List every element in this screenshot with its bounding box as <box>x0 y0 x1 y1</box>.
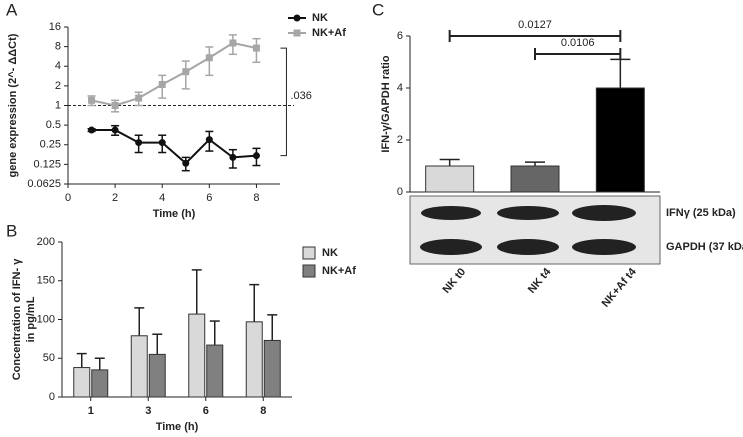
bar <box>595 87 645 193</box>
y-tick-label: 0.5 <box>46 119 61 131</box>
y-tick-label: 200 <box>37 236 55 248</box>
marker <box>158 139 166 147</box>
x-tick-label: NK t4 <box>526 265 554 295</box>
band <box>497 239 559 255</box>
x-tick-label: 3 <box>145 405 151 417</box>
legend-swatch <box>302 246 316 260</box>
band <box>420 239 482 255</box>
y-tick-label: 0.0625 <box>27 178 61 190</box>
legend-marker <box>293 29 301 37</box>
marker <box>158 80 166 88</box>
x-tick-label: 8 <box>253 192 259 204</box>
marker <box>182 68 190 76</box>
series-line <box>91 41 257 107</box>
marker <box>88 126 96 134</box>
legend-label: NK <box>322 247 338 259</box>
y-tick-label: 150 <box>37 275 55 287</box>
panel-label: B <box>6 221 17 240</box>
bar <box>510 165 560 193</box>
bar <box>91 369 109 398</box>
marker <box>252 152 260 160</box>
y-tick-label: 0.125 <box>33 158 61 170</box>
bar <box>206 344 224 398</box>
y-axis-title: in pg/mL <box>25 296 37 342</box>
bar <box>263 339 281 398</box>
marker <box>135 94 143 102</box>
x-tick-label: 6 <box>206 192 212 204</box>
marker <box>205 136 213 144</box>
x-axis-title: Time (h) <box>156 421 199 433</box>
x-tick-label: 6 <box>203 405 209 417</box>
marker <box>205 54 213 62</box>
y-tick-label: 0 <box>397 186 403 198</box>
annotation: .036 <box>290 90 311 102</box>
significance-bracket <box>448 30 622 42</box>
y-tick-label: 1 <box>55 99 61 111</box>
legend-label: NK+Af <box>322 265 356 277</box>
legend-label: NK <box>312 12 328 24</box>
x-tick-label: 4 <box>159 192 165 204</box>
band <box>421 206 481 220</box>
panel-label: C <box>372 0 384 19</box>
bar <box>425 165 475 193</box>
marker <box>111 102 119 109</box>
blot-label: GAPDH (37 kDa) <box>666 241 743 253</box>
x-tick-label: 1 <box>88 405 94 417</box>
annotation: 0.0127 <box>518 19 552 31</box>
bar <box>148 353 166 398</box>
y-tick-label: 16 <box>49 21 61 33</box>
bar <box>245 321 263 398</box>
legend-label: NK+Af <box>312 27 346 39</box>
band <box>572 239 636 255</box>
marker <box>111 126 119 134</box>
band <box>497 206 559 220</box>
y-tick-label: 6 <box>397 30 403 42</box>
x-tick-label: 0 <box>65 192 71 204</box>
band <box>572 205 636 221</box>
legend-marker <box>293 14 301 22</box>
marker <box>229 153 237 161</box>
marker <box>182 159 190 167</box>
x-tick-label: NK+Af t4 <box>600 265 640 309</box>
bar <box>188 313 206 398</box>
y-tick-label: 0.25 <box>40 139 61 151</box>
y-axis-title: Concentration of IFN- γ <box>11 258 23 380</box>
x-tick-label: 2 <box>112 192 118 204</box>
legend-swatch <box>302 264 316 278</box>
marker <box>88 96 96 104</box>
y-tick-label: 4 <box>55 60 61 72</box>
y-tick-label: 4 <box>397 82 403 94</box>
x-tick-label: 8 <box>260 405 266 417</box>
panel-label: A <box>6 0 18 19</box>
marker <box>252 44 260 52</box>
marker <box>229 39 237 47</box>
blot-label: IFNγ (25 kDa) <box>666 207 736 219</box>
y-tick-label: 2 <box>55 80 61 92</box>
marker <box>135 139 143 147</box>
y-tick-label: 100 <box>37 313 55 325</box>
annotation: 0.0106 <box>561 37 595 49</box>
y-axis-title: gene expression (2^- ΔΔCt) <box>7 33 19 177</box>
y-axis-title: IFN-γ/GAPDH ratio <box>380 55 392 152</box>
y-tick-label: 0 <box>49 391 55 403</box>
blot-bands <box>420 205 636 255</box>
y-tick-label: 50 <box>43 352 55 364</box>
bar <box>130 335 148 398</box>
bar <box>73 367 91 398</box>
y-tick-label: 2 <box>397 134 403 146</box>
x-tick-label: NK t0 <box>441 266 469 296</box>
bracket <box>280 47 287 157</box>
y-tick-label: 8 <box>55 41 61 53</box>
series-line <box>91 129 257 165</box>
significance-bracket <box>534 48 622 60</box>
x-axis-title: Time (h) <box>153 208 196 220</box>
